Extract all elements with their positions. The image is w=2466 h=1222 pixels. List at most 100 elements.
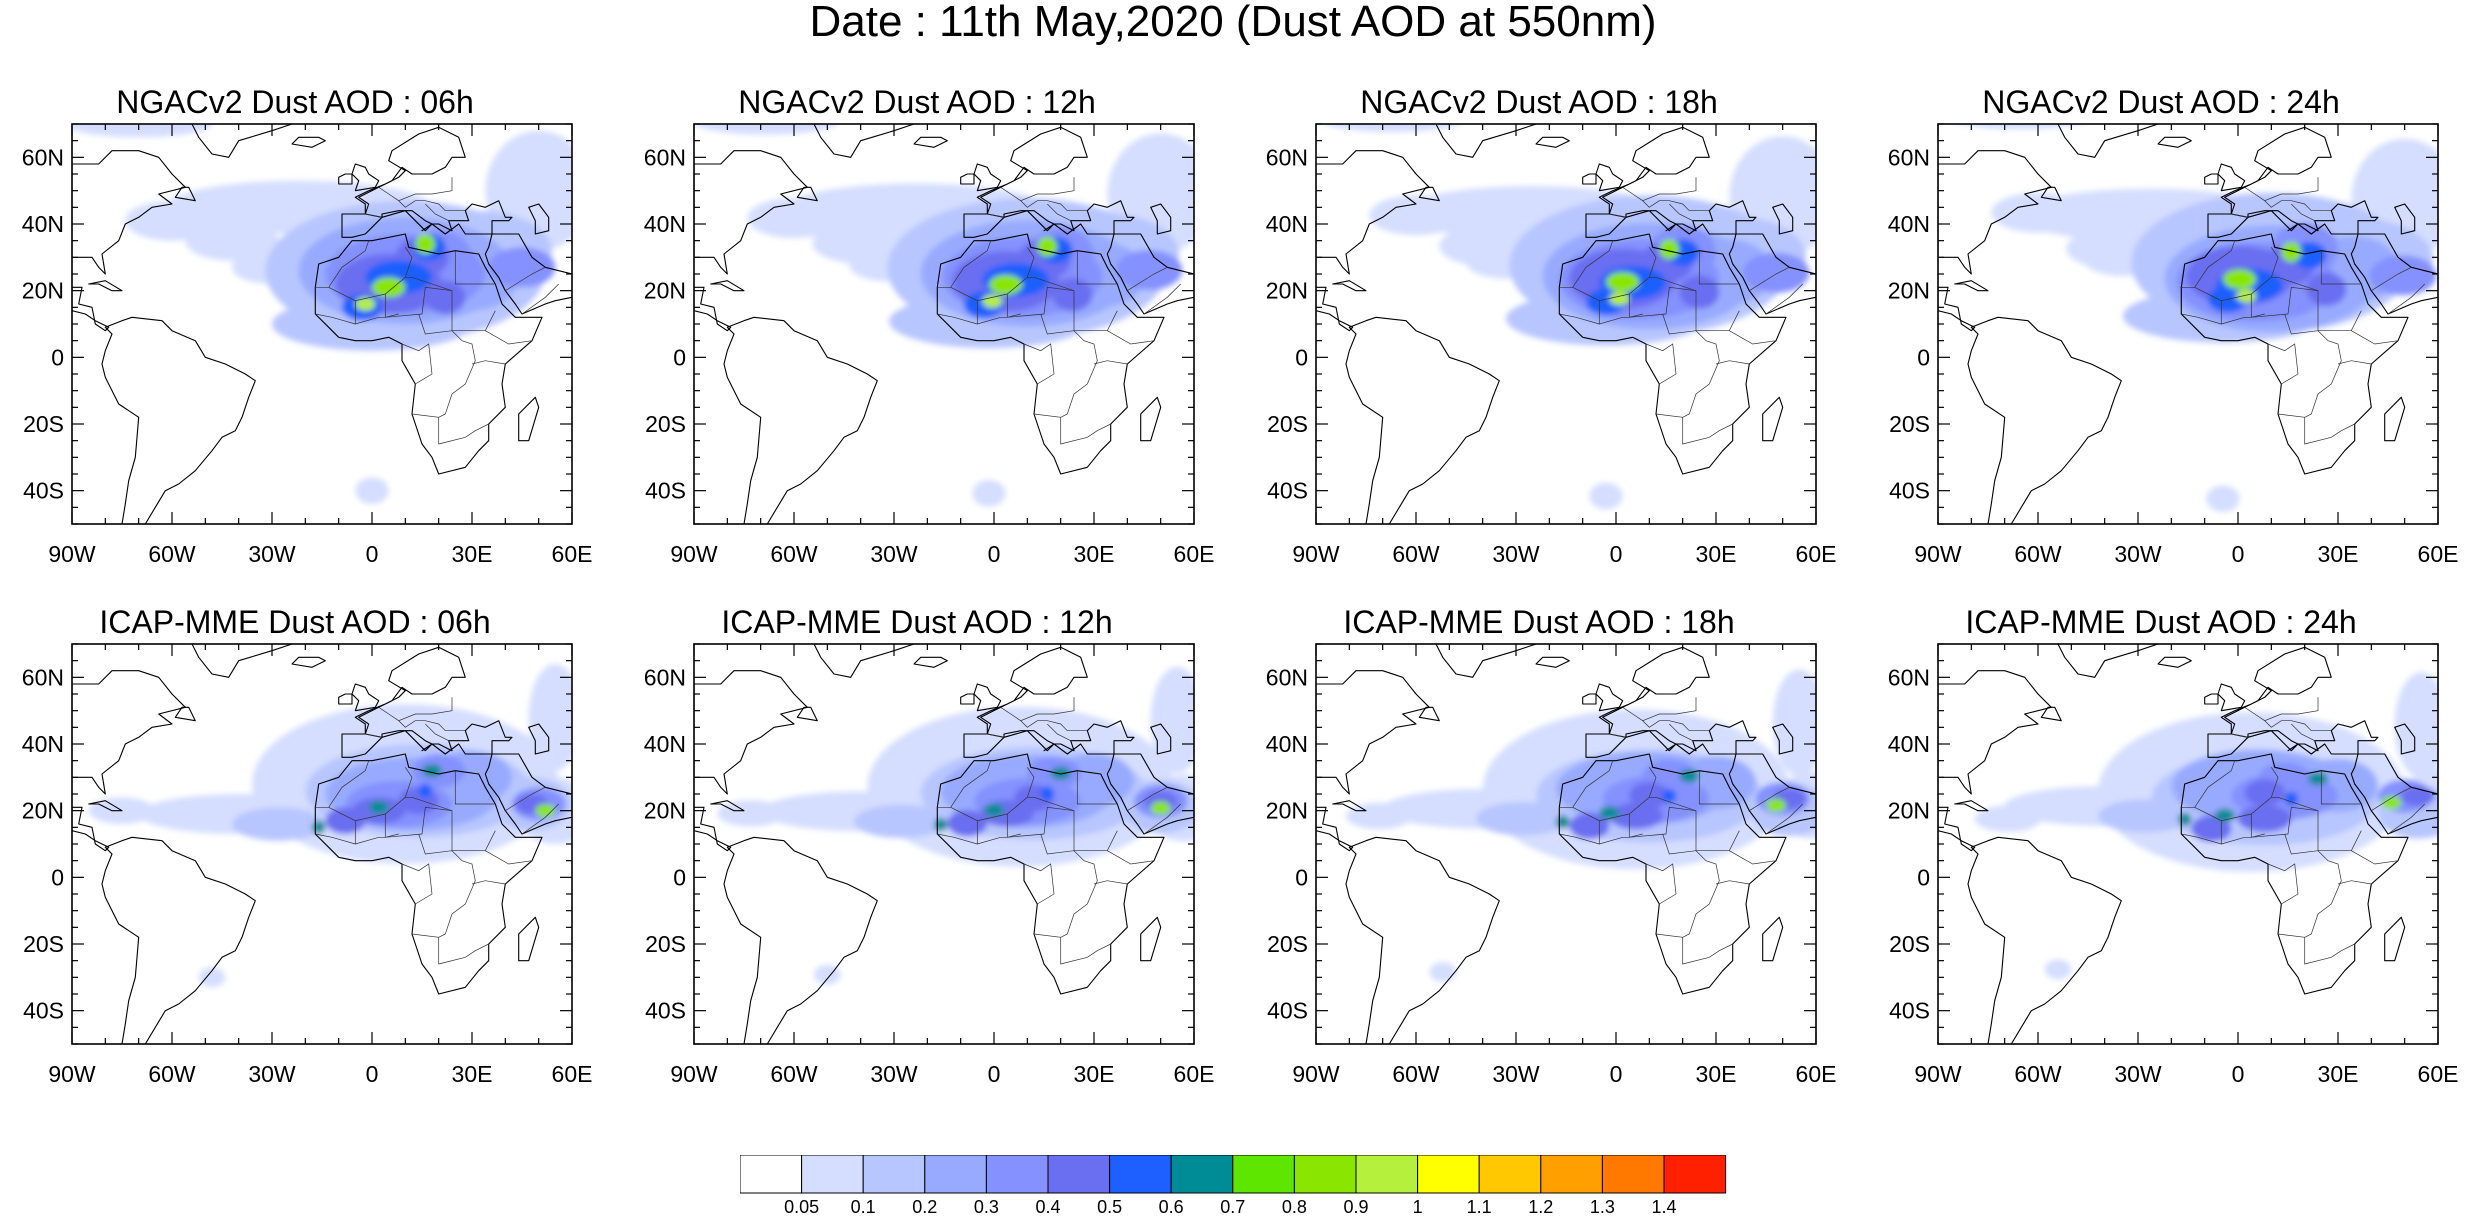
greenland-outline (1435, 644, 1537, 678)
country-border (401, 343, 433, 385)
dust-region (989, 274, 1023, 295)
colorbar-swatch (1047, 1155, 1111, 1194)
dust-region (2244, 779, 2285, 806)
country-border (1642, 720, 1710, 732)
ireland-outline (960, 173, 975, 185)
lat-tick-label: 40N (1266, 211, 1308, 237)
africa-outline (314, 753, 543, 995)
dust-aod-field (1325, 124, 1816, 510)
lon-tick-label: 30W (870, 541, 918, 567)
country-border (1107, 850, 1155, 865)
lon-tick-label: 60W (2014, 1061, 2062, 1087)
lon-tick-label: 60E (1796, 541, 1837, 567)
axis-ticks (693, 123, 1195, 525)
lat-tick-label: 60N (1266, 144, 1308, 170)
africa-outline (936, 233, 1165, 475)
dust-region (1679, 769, 1700, 783)
lon-tick-label: 30E (1074, 541, 1115, 567)
colorbar-label: 1.2 (1528, 1197, 1553, 1215)
dust-region (72, 124, 212, 138)
dust-region (982, 294, 1003, 308)
country-border (1715, 880, 1750, 885)
newfoundland-outline (174, 706, 196, 722)
map-plot: 60N 40N 20N 0 20S 40S 90W 60W 30W 0 30E 60E (644, 123, 1214, 567)
central-america-outline (1316, 286, 1354, 332)
great-britain-outline (973, 163, 1002, 192)
lon-tick-label: 30W (248, 1061, 296, 1087)
lat-tick-label: 40N (1888, 211, 1930, 237)
great-britain-outline (1595, 163, 1624, 192)
lon-tick-label: 60W (1392, 1061, 1440, 1087)
lon-tick-label: 60W (770, 541, 818, 567)
country-border (2221, 833, 2265, 845)
axis-ticks (1315, 123, 1817, 525)
country-border (404, 247, 413, 278)
country-border (937, 240, 992, 288)
map-panel: NGACv2 Dust AOD : 12h 60N 40N 20N 0 20S 40S 90W… (622, 84, 1215, 644)
lon-tick-label: 0 (988, 541, 1001, 567)
dust-region (372, 277, 406, 298)
colorbar-label: 0.5 (1097, 1197, 1122, 1215)
country-border (1006, 286, 1075, 318)
country-border (2337, 880, 2372, 885)
dust-region (1040, 786, 1054, 800)
middle-east-outline (1106, 753, 1194, 835)
country-border (1622, 177, 1697, 202)
lon-tick-label: 60W (2014, 541, 2062, 567)
lat-tick-label: 0 (1295, 864, 1308, 890)
greenland-outline (813, 644, 915, 678)
country-border (365, 733, 383, 738)
lon-tick-label: 30W (2114, 541, 2162, 567)
south-america-outline (1345, 836, 1500, 1044)
caspian-sea-outline (1150, 723, 1172, 755)
dust-region (1766, 798, 1786, 812)
country-border (1599, 313, 1643, 325)
country-border (1047, 723, 1071, 742)
country-border (937, 300, 978, 325)
country-border (1026, 767, 1035, 798)
country-border (411, 413, 489, 445)
country-border (1698, 250, 1740, 285)
caspian-sea-outline (1772, 203, 1794, 235)
colorbar-label: 1 (1413, 1197, 1423, 1215)
coastlines (1938, 124, 2438, 524)
lon-tick-label: 0 (2232, 541, 2245, 567)
lat-tick-label: 40S (1889, 998, 1930, 1024)
lon-tick-label: 30W (1492, 1061, 1540, 1087)
madagascar-outline (2384, 396, 2406, 442)
europe-outline (2207, 646, 2379, 758)
country-border (2267, 343, 2299, 385)
iceland-outline (2157, 136, 2192, 148)
dust-region (854, 804, 948, 838)
country-border (1107, 330, 1155, 345)
lat-tick-label: 60N (1888, 144, 1930, 170)
greenland-outline (1435, 124, 1537, 158)
dust-region (1325, 124, 1460, 132)
newfoundland-outline (2040, 706, 2062, 722)
newfoundland-outline (796, 706, 818, 722)
country-border (1729, 850, 1777, 865)
panel-title: ICAP-MME Dust AOD : 24h (1965, 604, 2357, 640)
colorbar-label: 1.3 (1590, 1197, 1615, 1215)
dust-region (717, 800, 784, 827)
country-border (2277, 413, 2355, 445)
country-border (2351, 850, 2399, 865)
dust-region (984, 803, 1004, 817)
cuba-outline (88, 800, 123, 812)
country-border (485, 330, 533, 345)
country-border (1023, 343, 1055, 385)
dust-region (2369, 255, 2437, 296)
lat-tick-label: 60N (644, 664, 686, 690)
lon-tick-label: 90W (1292, 541, 1340, 567)
lat-tick-label: 40S (1889, 478, 1930, 504)
caspian-sea-outline (1772, 723, 1794, 755)
lon-tick-label: 60W (148, 1061, 196, 1087)
middle-east-outline (1106, 233, 1194, 315)
dust-region (2306, 272, 2347, 306)
dust-region (1609, 802, 1663, 830)
map-plot: 60N 40N 20N 0 20S 40S 90W 60W 30W 0 30E 60E (1266, 123, 1837, 567)
lon-tick-label: 0 (1610, 1061, 1623, 1087)
country-border (2270, 767, 2279, 798)
iceland-outline (291, 136, 326, 148)
madagascar-outline (1762, 916, 1784, 962)
